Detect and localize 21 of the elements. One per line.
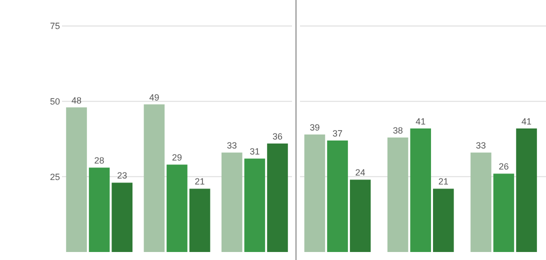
y-tick-label: 50 [50,96,60,106]
data-label: 24 [355,168,366,178]
data-label: 39 [310,122,320,132]
data-label: 41 [416,116,426,126]
data-label: 37 [332,128,343,139]
y-tick-label: 75 [50,21,60,32]
data-label: 49 [149,92,160,102]
data-label: 33 [226,140,237,151]
data-label: 48 [71,95,82,106]
data-label: 21 [438,176,448,187]
data-label: 41 [522,116,532,126]
data-label: 28 [94,156,104,166]
y-tick-label: 25 [50,172,60,182]
data-label: 21 [194,176,205,187]
data-label: 36 [272,132,283,142]
data-label: 38 [392,125,403,136]
data-label: 29 [172,152,182,163]
data-label: 26 [498,162,509,172]
data-label: 31 [250,146,260,157]
data-label: 33 [476,140,486,151]
data-label: 23 [117,170,128,181]
